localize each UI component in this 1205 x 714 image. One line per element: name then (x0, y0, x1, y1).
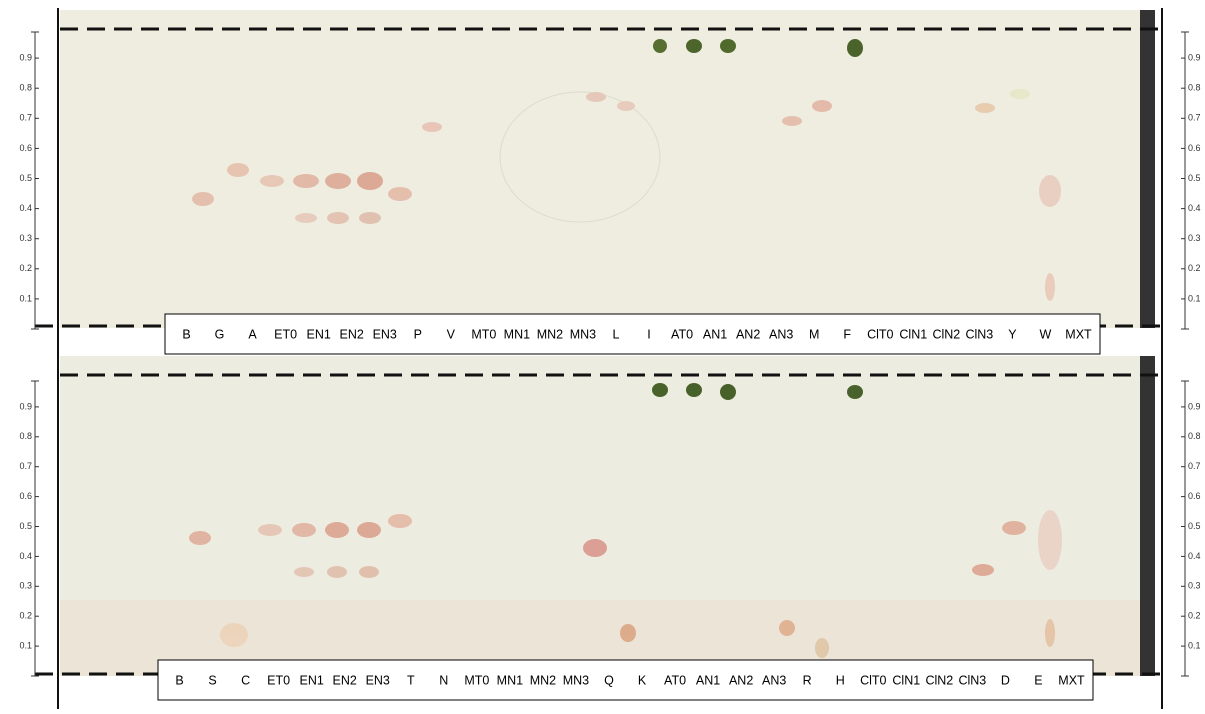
scale-tick-label: 0.3 (1188, 581, 1201, 591)
lane-label: G (215, 327, 225, 341)
scale-tick-label: 0.5 (19, 521, 32, 531)
lane-label: AT0 (664, 673, 686, 687)
lane-label: K (638, 673, 647, 687)
lane-label: A (248, 327, 257, 341)
scale-tick-label: 0.3 (19, 233, 32, 243)
lane-label: ClN2 (932, 327, 960, 341)
lane-label: MN1 (504, 327, 530, 341)
scale-tick-label: 0.4 (1188, 203, 1201, 213)
lane-label: W (1040, 327, 1052, 341)
lane-label: ET0 (274, 327, 297, 341)
lane-label: MN1 (497, 673, 523, 687)
lane-label: EN3 (373, 327, 397, 341)
lane-label: ClN3 (958, 673, 986, 687)
plate-edge (1140, 356, 1155, 676)
scale-tick-label: 0.3 (1188, 233, 1201, 243)
lane-label: AT0 (671, 327, 693, 341)
lane-label: I (647, 327, 650, 341)
lane-label: EN2 (340, 327, 364, 341)
scale-tick-label: 0.7 (19, 113, 32, 123)
scale-tick-label: 0.2 (1188, 263, 1201, 273)
lane-label: B (175, 673, 183, 687)
scale-tick-label: 0.9 (19, 52, 32, 62)
lane-label: MN3 (563, 673, 589, 687)
scale-tick-label: 0.2 (19, 611, 32, 621)
scale-tick-label: 0.5 (19, 173, 32, 183)
lane-label: B (182, 327, 190, 341)
lane-label: EN3 (366, 673, 390, 687)
lane-label: ClN1 (892, 673, 920, 687)
scale-tick-label: 0.1 (19, 640, 32, 650)
lane-label: MN3 (570, 327, 596, 341)
lane-label: M (809, 327, 819, 341)
scale-tick-label: 0.9 (1188, 401, 1201, 411)
scale-tick-label: 0.4 (1188, 551, 1201, 561)
scale-tick-label: 0.6 (1188, 143, 1201, 153)
lane-label: N (439, 673, 448, 687)
scale-tick-label: 0.4 (19, 551, 32, 561)
lane-label: AN1 (703, 327, 727, 341)
scale-tick-label: 0.2 (1188, 611, 1201, 621)
lane-label: MN2 (530, 673, 556, 687)
lane-label: AN1 (696, 673, 720, 687)
lane-label: EN1 (299, 673, 323, 687)
scale-tick-label: 0.1 (1188, 293, 1201, 303)
lane-label: EN1 (306, 327, 330, 341)
scale-tick-label: 0.8 (1188, 83, 1201, 93)
lane-label: ClN2 (925, 673, 953, 687)
lane-label: C (241, 673, 250, 687)
scale-tick-label: 0.8 (19, 431, 32, 441)
lane-label: Q (604, 673, 614, 687)
scale-tick-label: 0.8 (19, 83, 32, 93)
scale-tick-label: 0.7 (19, 461, 32, 471)
scale-tick-label: 0.4 (19, 203, 32, 213)
lane-label: D (1001, 673, 1010, 687)
plate-edge (1140, 10, 1155, 328)
lane-label: ClN1 (899, 327, 927, 341)
lane-label: T (407, 673, 415, 687)
scale-tick-label: 0.9 (1188, 52, 1201, 62)
lane-label: MXT (1065, 327, 1092, 341)
lane-label: EN2 (333, 673, 357, 687)
scale-tick-label: 0.7 (1188, 461, 1201, 471)
lane-label: AN2 (729, 673, 753, 687)
lane-label: MT0 (471, 327, 496, 341)
lane-label: E (1034, 673, 1042, 687)
plate-photo (60, 10, 1155, 328)
scale-tick-label: 0.8 (1188, 431, 1201, 441)
lane-label: MT0 (464, 673, 489, 687)
lane-label: ET0 (267, 673, 290, 687)
lane-label: P (414, 327, 422, 341)
lane-label: ClT0 (860, 673, 886, 687)
lane-label: Y (1008, 327, 1017, 341)
lane-label: AN3 (762, 673, 786, 687)
lane-label: S (208, 673, 216, 687)
lane-label: F (843, 327, 851, 341)
scale-tick-label: 0.5 (1188, 521, 1201, 531)
scale-tick-label: 0.1 (19, 293, 32, 303)
lane-label: L (613, 327, 620, 341)
scale-tick-label: 0.6 (19, 143, 32, 153)
lane-label: AN2 (736, 327, 760, 341)
scale-tick-label: 0.2 (19, 263, 32, 273)
page: {"scale_ticks":[0.1,0.2,0.3,0.4,0.5,0.6,… (0, 0, 1205, 709)
scale-tick-label: 0.5 (1188, 173, 1201, 183)
tlc-figure: 0.1 0.2 0.3 0.4 0.5 0.6 0.7 0.8 0.9 0.1 0.2 0.3 0.4 0… (0, 0, 1205, 709)
lane-label: ClT0 (867, 327, 893, 341)
scale-tick-label: 0.1 (1188, 640, 1201, 650)
lane-label: R (803, 673, 812, 687)
lane-label: MXT (1058, 673, 1085, 687)
scale-tick-label: 0.6 (19, 491, 32, 501)
lane-label: MN2 (537, 327, 563, 341)
scale-tick-label: 0.9 (19, 401, 32, 411)
scale-tick-label: 0.6 (1188, 491, 1201, 501)
lane-label: H (836, 673, 845, 687)
lane-label: AN3 (769, 327, 793, 341)
scale-tick-label: 0.3 (19, 581, 32, 591)
scale-tick-label: 0.7 (1188, 113, 1201, 123)
lane-label: V (447, 327, 456, 341)
lane-label: ClN3 (965, 327, 993, 341)
